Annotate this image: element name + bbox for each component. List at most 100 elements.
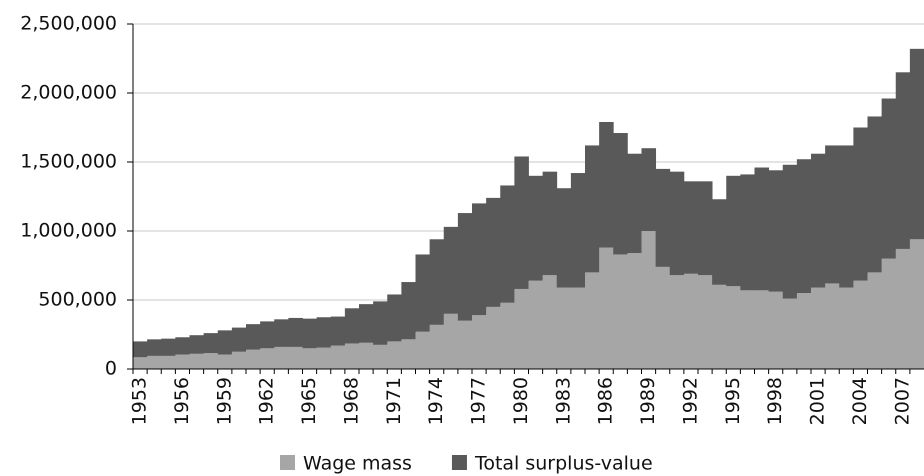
bar-segment	[881, 98, 897, 259]
bar-segment	[895, 72, 911, 249]
bar-segment	[825, 283, 840, 369]
bar-segment	[655, 168, 671, 267]
x-tick-label: 2007	[891, 377, 913, 425]
bar-segment	[556, 287, 572, 369]
bar-segment	[189, 335, 205, 354]
bar-segment	[457, 213, 473, 321]
bar-segment	[302, 348, 318, 369]
bar-segment	[514, 288, 529, 369]
bar-segment	[641, 231, 657, 369]
bar-segment	[782, 164, 798, 299]
bar-segment	[627, 253, 642, 369]
bar-segment	[768, 170, 784, 292]
bar-segment	[415, 254, 431, 332]
bar-segment	[909, 48, 924, 240]
x-tick-label: 1977	[468, 377, 490, 425]
bar-segment	[542, 171, 558, 276]
bar-segment	[712, 199, 727, 285]
bar-segment	[867, 272, 883, 369]
bar-segment	[359, 304, 374, 343]
x-tick-label: 1995	[722, 377, 744, 425]
bar-segment	[401, 282, 416, 340]
x-tick-label: 1953	[129, 377, 151, 425]
legend-label: Wage mass	[303, 453, 412, 475]
bar-segment	[585, 272, 600, 369]
bar-segment	[740, 290, 755, 369]
bar-segment	[373, 301, 388, 345]
bar-segment	[698, 275, 713, 369]
bar-segment	[443, 226, 459, 314]
y-tick-label: 1,500,000	[20, 151, 117, 173]
bar-segment	[655, 266, 671, 369]
bar-segment	[528, 280, 544, 369]
bar-segment	[217, 354, 233, 369]
bar-segment	[330, 345, 346, 369]
bar-segment	[175, 337, 190, 355]
bar-segment	[203, 333, 219, 354]
x-tick-label: 1980	[510, 377, 532, 425]
bar-segment	[274, 319, 289, 347]
bar-segment	[811, 287, 826, 369]
bar-segment	[599, 247, 614, 369]
bar-segment	[528, 175, 544, 281]
bar-segment	[881, 258, 897, 369]
bar-segment	[231, 327, 247, 352]
bar-segment	[754, 167, 770, 291]
bar-segment	[641, 148, 657, 231]
legend-swatch	[451, 455, 467, 470]
bar-segment	[189, 353, 205, 369]
bar-segment	[133, 357, 148, 369]
bar-segment	[853, 280, 868, 369]
legend-swatch	[280, 455, 295, 470]
x-tick-label: 1986	[595, 377, 617, 425]
bar-segment	[147, 339, 162, 356]
bar-segment	[260, 348, 275, 369]
bar-segment	[415, 331, 431, 369]
bar-segment	[895, 248, 911, 369]
x-tick-label: 1968	[340, 377, 362, 425]
bar-segment	[443, 313, 459, 369]
bar-segment	[260, 321, 275, 349]
bar-segment	[712, 284, 727, 369]
bar-segment	[359, 342, 374, 369]
bar-segment	[698, 181, 713, 276]
bar-segment	[599, 121, 614, 248]
x-tick-label: 1983	[552, 377, 574, 425]
bar-segment	[796, 159, 812, 294]
x-tick-label: 2001	[807, 377, 829, 425]
bar-segment	[387, 294, 402, 342]
bar-segment	[373, 344, 388, 369]
bar-segment	[811, 153, 826, 288]
bar-segment	[457, 320, 473, 369]
bar-segment	[500, 185, 515, 303]
bar-segment	[726, 286, 741, 369]
x-tick-label: 1965	[298, 377, 320, 425]
bar-segment	[782, 298, 798, 369]
bar-segment	[472, 203, 487, 316]
bar-segment	[839, 145, 854, 288]
y-tick-label: 2,500,000	[20, 13, 117, 35]
bar-segment	[740, 174, 755, 291]
x-tick-label: 1989	[637, 377, 659, 425]
bar-segment	[825, 145, 840, 284]
bar-segment	[627, 153, 642, 254]
bar-segment	[768, 291, 784, 369]
x-tick-label: 1992	[679, 377, 701, 425]
bar-segment	[401, 339, 416, 369]
bar-segment	[514, 156, 529, 289]
y-tick-label: 1,000,000	[20, 220, 117, 242]
bar-segment	[683, 181, 699, 274]
bar-segment	[246, 349, 261, 369]
bar-segment	[288, 317, 303, 347]
bar-segment	[909, 239, 924, 369]
bar-segment	[867, 116, 883, 273]
bar-segment	[839, 287, 854, 369]
bar-segment	[754, 290, 770, 369]
bar-segment	[853, 127, 868, 281]
bar-segment	[613, 133, 628, 255]
bar-segment	[429, 239, 445, 325]
bar-segment	[147, 355, 162, 369]
x-tick-label: 2004	[849, 377, 871, 425]
bar-segment	[472, 315, 487, 369]
